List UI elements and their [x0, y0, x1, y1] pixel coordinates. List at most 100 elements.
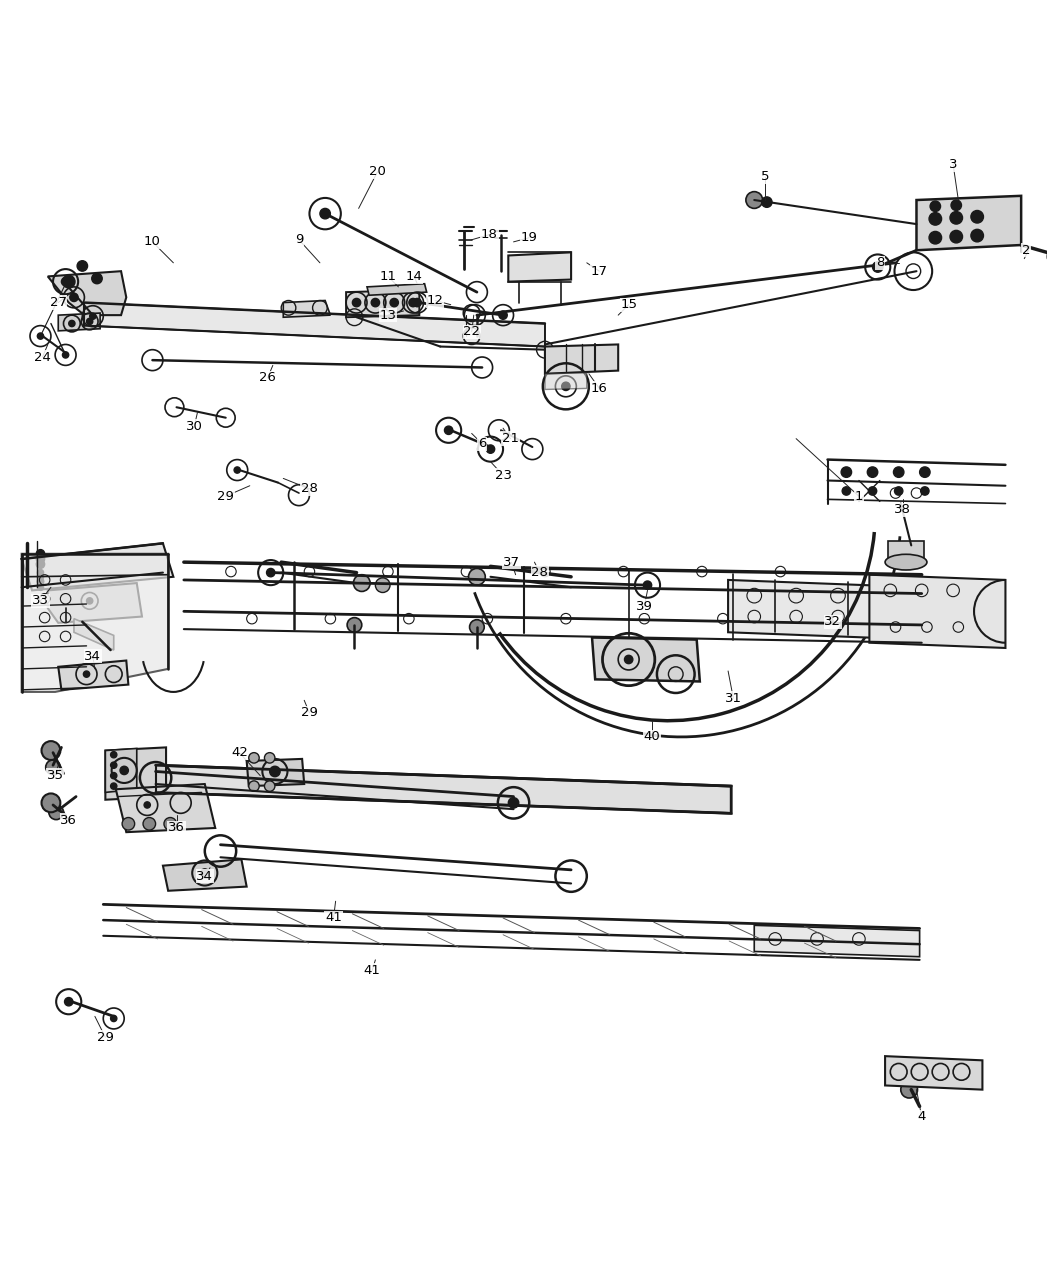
- Text: 3: 3: [948, 158, 958, 171]
- Polygon shape: [106, 748, 136, 792]
- Circle shape: [269, 766, 280, 776]
- Text: 28: 28: [301, 482, 318, 496]
- Text: 18: 18: [481, 228, 498, 241]
- Circle shape: [929, 232, 941, 244]
- Text: 40: 40: [643, 731, 660, 743]
- Text: 38: 38: [894, 504, 912, 516]
- Circle shape: [468, 569, 485, 585]
- Circle shape: [37, 560, 45, 569]
- Text: 24: 24: [35, 351, 51, 363]
- Text: 23: 23: [495, 469, 511, 482]
- Text: 30: 30: [185, 419, 202, 432]
- Circle shape: [920, 487, 929, 495]
- Polygon shape: [162, 859, 246, 891]
- Circle shape: [901, 1081, 918, 1098]
- Circle shape: [375, 578, 390, 593]
- Text: 14: 14: [406, 270, 422, 283]
- Circle shape: [38, 570, 44, 576]
- Polygon shape: [22, 553, 168, 692]
- Circle shape: [970, 210, 983, 223]
- Circle shape: [264, 780, 275, 792]
- Text: 41: 41: [325, 912, 342, 924]
- Circle shape: [444, 426, 453, 435]
- Circle shape: [347, 617, 362, 632]
- Text: 37: 37: [503, 556, 520, 569]
- Circle shape: [87, 319, 93, 325]
- Text: 15: 15: [620, 298, 637, 311]
- Text: 20: 20: [369, 166, 386, 178]
- Polygon shape: [545, 344, 618, 374]
- Circle shape: [37, 555, 45, 564]
- Circle shape: [38, 584, 44, 590]
- Circle shape: [49, 805, 64, 820]
- Polygon shape: [283, 301, 330, 317]
- Text: 5: 5: [761, 171, 769, 184]
- Text: 39: 39: [636, 599, 653, 612]
- Text: 34: 34: [84, 650, 102, 663]
- Text: 10: 10: [144, 236, 161, 249]
- Circle shape: [843, 487, 851, 495]
- Text: 4: 4: [918, 1111, 925, 1123]
- Circle shape: [951, 200, 961, 210]
- Circle shape: [970, 230, 983, 242]
- Circle shape: [949, 212, 962, 224]
- Text: 21: 21: [502, 432, 519, 445]
- Polygon shape: [74, 618, 114, 650]
- Polygon shape: [155, 765, 732, 813]
- Circle shape: [144, 802, 150, 808]
- Text: 9: 9: [294, 233, 303, 246]
- Polygon shape: [48, 583, 141, 623]
- Text: 6: 6: [478, 437, 486, 450]
- Circle shape: [949, 231, 962, 244]
- Circle shape: [69, 320, 75, 326]
- Polygon shape: [48, 272, 127, 315]
- Polygon shape: [346, 289, 419, 317]
- Text: 2: 2: [1022, 244, 1030, 256]
- Circle shape: [643, 581, 652, 589]
- Circle shape: [894, 467, 904, 477]
- Text: 16: 16: [591, 382, 608, 395]
- Circle shape: [869, 487, 877, 495]
- Polygon shape: [59, 660, 129, 690]
- Circle shape: [65, 997, 73, 1006]
- Circle shape: [352, 298, 361, 307]
- Circle shape: [562, 382, 570, 390]
- Ellipse shape: [886, 555, 926, 570]
- Text: 29: 29: [96, 1030, 114, 1044]
- Circle shape: [42, 793, 61, 812]
- Circle shape: [63, 275, 75, 288]
- Circle shape: [200, 868, 209, 877]
- Circle shape: [121, 766, 129, 775]
- Polygon shape: [886, 1056, 982, 1090]
- Circle shape: [868, 467, 878, 477]
- Circle shape: [499, 311, 507, 319]
- Text: 36: 36: [168, 821, 184, 834]
- Text: 41: 41: [364, 964, 380, 977]
- Polygon shape: [246, 759, 304, 787]
- Polygon shape: [116, 784, 215, 833]
- Circle shape: [70, 293, 79, 302]
- Circle shape: [746, 191, 763, 208]
- Text: 19: 19: [521, 231, 538, 245]
- Text: 32: 32: [824, 616, 842, 629]
- Text: 22: 22: [463, 325, 480, 338]
- Circle shape: [111, 751, 117, 757]
- Circle shape: [320, 208, 330, 219]
- Text: 26: 26: [259, 371, 276, 385]
- Circle shape: [413, 298, 421, 307]
- Circle shape: [38, 579, 44, 585]
- Text: 33: 33: [32, 594, 49, 607]
- Circle shape: [38, 333, 44, 339]
- Circle shape: [353, 575, 370, 592]
- Circle shape: [508, 798, 519, 808]
- Text: 31: 31: [725, 692, 742, 705]
- Circle shape: [842, 467, 852, 477]
- Circle shape: [266, 569, 275, 576]
- Circle shape: [248, 780, 259, 792]
- Circle shape: [38, 574, 44, 580]
- Text: 34: 34: [196, 870, 213, 882]
- Circle shape: [163, 817, 176, 830]
- Polygon shape: [889, 541, 923, 562]
- Circle shape: [390, 298, 398, 307]
- Circle shape: [87, 598, 93, 604]
